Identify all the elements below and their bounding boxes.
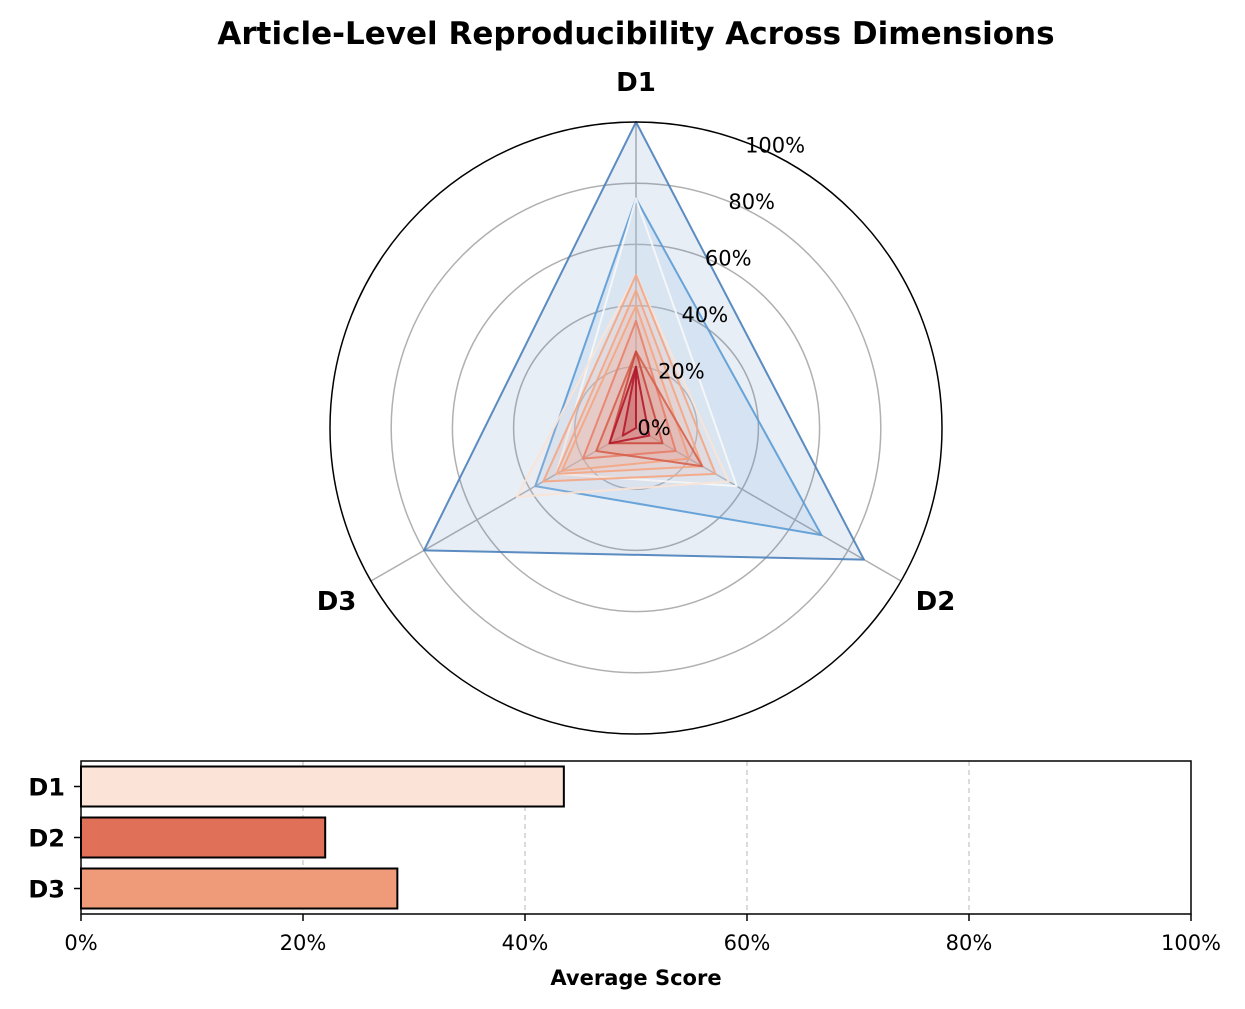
bar-y-ticks: D1 D2 D3 [28,774,81,904]
bar-x-ticks: 0% 20% 40% 60% 80% 100% [64,914,1221,955]
bar-x-tick-label: 80% [946,931,993,955]
radar-outer-ring [329,121,943,735]
bar-d2 [80,816,327,859]
bar-x-tick-label: 0% [64,931,97,955]
radar-series-6 [555,289,704,475]
bar-d1 [80,765,565,808]
bar-y-tick-label: D1 [28,774,65,802]
radar-axis-label-d3: D3 [317,587,357,617]
radar-r-tick: 60% [705,246,752,270]
bar-y-tick-label: D3 [28,876,65,904]
radar-r-tick: 20% [658,359,705,383]
bar-x-tick-label: 60% [724,931,771,955]
radar-r-tick: 40% [681,303,728,327]
bar-x-tick-label: 40% [502,931,549,955]
chart-title: Article-Level Reproducibility Across Dim… [217,16,1054,52]
radar-chart: 0% 20% 40% 60% 80% 100% D1 D2 D3 [317,68,956,735]
radar-r-tick: 80% [728,190,775,214]
radar-series-1 [422,121,865,561]
radar-series-12 [621,365,637,437]
radar-spoke [370,427,637,582]
radar-series-5 [542,274,717,483]
bar-bars-group [80,765,565,910]
bar-x-tick-label: 100% [1161,931,1221,955]
radar-series-group [422,121,865,561]
radar-axis-label-d1: D1 [616,68,656,98]
radar-series-9 [595,350,704,468]
bar-d3 [80,867,399,910]
radar-axis-labels: D1 D2 D3 [317,68,956,617]
radar-series-2 [534,197,823,537]
radar-r-tick: 100% [745,133,805,157]
bar-y-tick-label: D2 [28,825,65,853]
radar-r-tick: 0% [637,416,670,440]
bar-x-tick-label: 20% [280,931,327,955]
bar-x-axis-label: Average Score [550,966,721,990]
radar-radial-ticks: 0% 20% 40% 60% 80% 100% [637,133,805,440]
radar-axis-label-d2: D2 [916,587,956,617]
radar-spoke [635,427,902,582]
bar-chart: D1 D2 D3 0% 20% 40% 60% 80% 100% Average Score [28,760,1221,990]
